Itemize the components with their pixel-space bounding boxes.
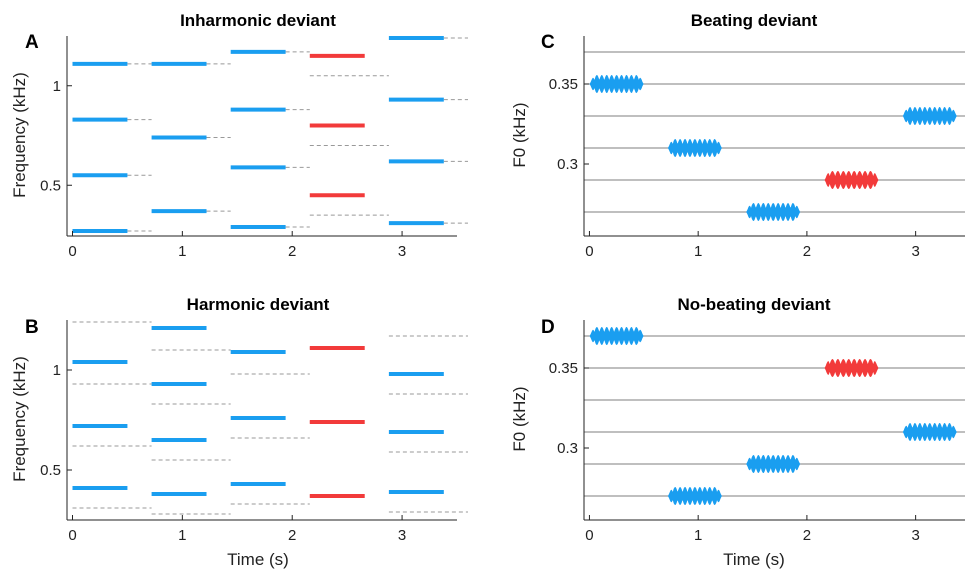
panel-b-letter: B (25, 317, 39, 338)
panel-d-ylabel: F0 (kHz) (510, 386, 529, 451)
panel-b-plot: 0 1 2 3 0.5 1 (40, 320, 468, 544)
panel-a-plot: 0 1 2 3 0.5 1 (40, 35, 468, 260)
x-tick-label: 0 (68, 527, 76, 544)
panel-a-ylabel: Frequency (kHz) (10, 72, 29, 198)
y-tick-label: 1 (53, 362, 61, 379)
panel-c-plot: 0 1 2 3 0.3 0.35 (549, 36, 965, 260)
standard-tone (589, 327, 644, 345)
deviant-tone (824, 359, 879, 377)
y-tick-label: 0.5 (40, 177, 61, 194)
panel-a: A Inharmonic deviant Frequency (kHz) 0 1 2… (10, 11, 468, 260)
x-tick-label: 1 (694, 527, 702, 544)
standard-tone (902, 423, 957, 441)
panel-a-letter: A (25, 32, 39, 53)
standard-tone (667, 139, 723, 157)
x-tick-label: 3 (398, 243, 406, 260)
standard-tone (746, 203, 801, 221)
panel-c-ylabel: F0 (kHz) (510, 102, 529, 167)
x-tick-label: 0 (585, 527, 593, 544)
x-tick-label: 3 (398, 527, 406, 544)
x-tick-label: 1 (178, 243, 186, 260)
panel-d-xlabel: Time (s) (723, 550, 785, 569)
panel-d-letter: D (541, 317, 555, 338)
panel-c-title: Beating deviant (691, 11, 818, 30)
panel-c: C Beating deviant F0 (kHz) 0 1 2 3 0.3 0.35 (510, 11, 965, 260)
standard-tone (589, 75, 644, 93)
x-tick-label: 3 (911, 243, 919, 260)
panel-d-plot: 0 1 2 3 0.3 0.35 (549, 320, 965, 544)
deviant-tone (824, 171, 879, 189)
y-tick-label: 1 (53, 78, 61, 95)
y-tick-label: 0.35 (549, 76, 578, 93)
panel-b-title: Harmonic deviant (187, 295, 330, 314)
y-tick-label: 0.5 (40, 462, 61, 479)
x-tick-label: 2 (803, 243, 811, 260)
x-tick-label: 1 (178, 527, 186, 544)
standard-tone (902, 107, 957, 125)
panel-b: B Harmonic deviant Frequency (kHz) Time … (10, 295, 468, 569)
y-tick-label: 0.3 (557, 440, 578, 457)
panel-d: D No-beating deviant F0 (kHz) Time (s) 0… (510, 295, 965, 569)
panel-b-xlabel: Time (s) (227, 550, 289, 569)
x-tick-label: 3 (911, 527, 919, 544)
x-tick-label: 2 (803, 527, 811, 544)
panel-a-title: Inharmonic deviant (180, 11, 336, 30)
x-tick-label: 0 (585, 243, 593, 260)
x-tick-label: 1 (694, 243, 702, 260)
x-tick-label: 2 (288, 527, 296, 544)
x-tick-label: 0 (68, 243, 76, 260)
y-tick-label: 0.3 (557, 156, 578, 173)
panel-c-letter: C (541, 32, 555, 53)
panel-d-title: No-beating deviant (677, 295, 830, 314)
standard-tone (746, 455, 801, 473)
x-tick-label: 2 (288, 243, 296, 260)
standard-tone (667, 487, 723, 505)
panel-b-ylabel: Frequency (kHz) (10, 356, 29, 482)
y-tick-label: 0.35 (549, 360, 578, 377)
